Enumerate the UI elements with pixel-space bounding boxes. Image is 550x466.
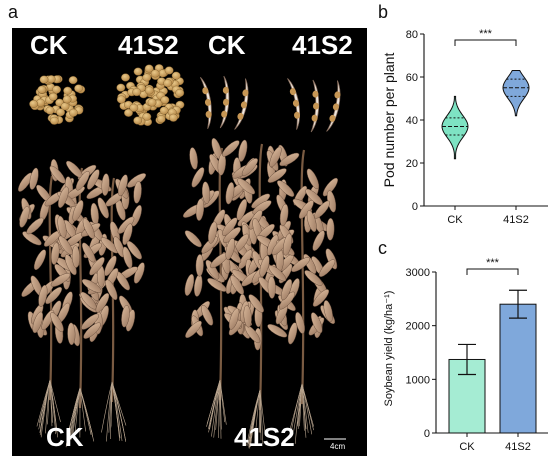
soybean-pod [195,198,205,221]
soybean-photo: CK 41S2 CK 41S2 CK 41S2 4cm [12,28,367,456]
violin-significance-bracket [455,40,516,46]
soybean-seed [176,89,184,97]
opened-pod [220,76,231,128]
opened-pod [200,76,214,128]
soybean-seed [56,109,64,117]
plant-root [210,380,220,429]
soybean-seed [29,100,37,108]
soybean-pod [188,147,198,170]
soybean-seed [130,104,138,112]
soybean-seed [160,107,168,115]
violin-chart: 0 20 40 60 80 CK 41S2 *** Pod number per plant [380,18,550,240]
soybean-photo-art [12,28,367,456]
soybean-plants [16,137,346,448]
soybean-pod [310,229,326,252]
violin-x-tick-label: 41S2 [503,214,529,226]
violin-CK [442,96,468,158]
bar-x-tick-label: CK [459,441,475,453]
panel-letter-c: c [378,238,387,259]
soybean-seed [134,117,142,125]
photo-label-ck-bottom: CK [46,422,84,453]
soybean-seed [145,65,153,73]
41s2-seed-pile [117,64,185,125]
soybean-seed [117,96,125,104]
bar-y-tick-label: 3000 [406,267,430,279]
soybean-seed [38,86,46,94]
soybean-seed [161,96,169,104]
violin-y-tick-label: 60 [406,72,418,84]
soybean-pod [183,273,196,296]
soybean-seed [165,67,173,75]
panel-letter-a: a [8,2,18,23]
bar-significance-label: *** [486,257,500,269]
opened-pods [200,76,344,133]
violin-41S2 [503,71,529,116]
photo-label-41s2-pods: 41S2 [292,30,353,61]
soybean-seed [69,76,77,84]
soybean-pod [101,173,110,195]
soybean-seed [52,86,60,94]
soybean-pod [193,274,203,297]
soybean-seed [40,76,48,84]
soybean-seed [63,96,71,104]
violin-significance-label: *** [479,28,493,40]
soybean-seed [145,87,153,95]
opened-pod [311,80,320,132]
soybean-seed [69,109,77,117]
soybean-seed [50,117,58,125]
violin-y-tick-label: 40 [406,115,418,127]
bar-significance-bracket [467,269,518,275]
soybean-seed [148,99,156,107]
opened-pod [235,79,253,131]
photo-label-ck-top: CK [30,30,68,61]
bar-y-tick-label: 1000 [406,374,430,386]
photo-label-ck-pods: CK [208,30,246,61]
soybean-seed [134,68,142,76]
violin-x-tick-label: CK [447,214,463,226]
soybean-seed [121,74,129,82]
soybean-seed [117,84,125,92]
photo-label-41s2-top: 41S2 [118,30,179,61]
soybean-seed [133,88,141,96]
soybean-pod [224,182,235,205]
photo-label-41s2-bottom: 41S2 [234,422,295,453]
bar-chart-svg: 0 1000 2000 3000 CK 41S2 *** Soybean yield (kg/… [380,258,550,461]
soybean-pod [196,254,204,276]
opened-pod [327,81,345,133]
violin-chart-svg: 0 20 40 60 80 CK 41S2 *** Pod number per plant [380,18,550,240]
bar-y-tick-label: 2000 [406,321,430,333]
bar-x-tick-label: 41S2 [505,441,531,453]
violin-y-tick-label: 80 [406,29,418,41]
scale-bar-label: 4cm [330,442,345,451]
soybean-seed [63,87,71,95]
bar-y-axis-label: Soybean yield (kg/ha⁻¹) [383,291,395,407]
soybean-seed [143,74,151,82]
violin-y-tick-label: 20 [406,158,418,170]
soybean-pod [326,218,334,240]
soybean-pod [268,276,276,298]
bar-y-tick-label: 0 [424,428,430,440]
soybean-seed [172,72,180,80]
soybean-pod [220,138,241,158]
soybean-seed [74,85,82,93]
soybean-seed [46,107,54,115]
soybean-seed [49,93,57,101]
violin-y-axis-label: Pod number per plant [381,53,397,188]
soybean-seed [157,115,165,123]
bar-chart: 0 1000 2000 3000 CK 41S2 *** Soybean yield (kg/… [380,258,550,461]
bar-41S2 [500,304,536,433]
soybean-seed [169,114,177,122]
soybean-pod [32,248,48,271]
soybean-seed [164,79,172,87]
soybean-pod [183,228,204,249]
ck-seed-pile [29,75,85,124]
opened-pod [287,77,303,129]
soybean-pod [286,322,299,345]
violin-y-tick-label: 0 [412,201,418,213]
